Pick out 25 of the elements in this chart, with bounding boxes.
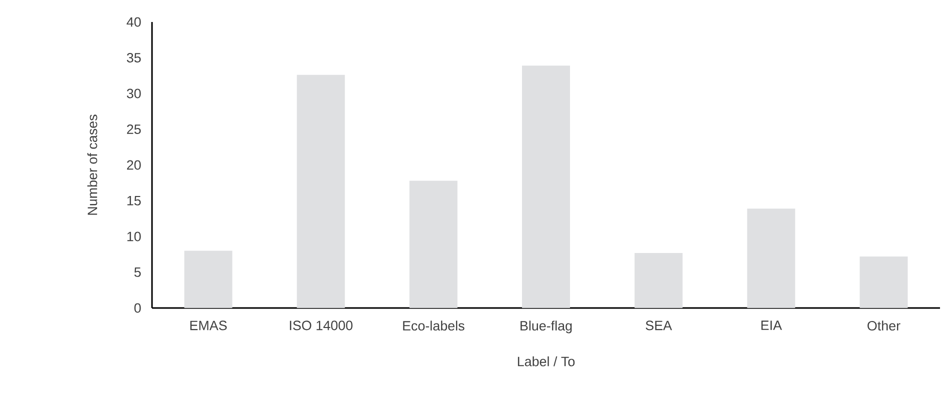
y-tick-label: 15: [127, 196, 141, 206]
x-tick-label: EMAS: [190, 320, 227, 330]
x-tick-label: EIA: [761, 320, 782, 330]
y-tick-label: 30: [126, 88, 141, 98]
bar: [296, 74, 345, 308]
bar: [522, 66, 570, 308]
x-tick-label: ISO 14000: [290, 320, 352, 330]
x-tick-label: Blue-flag: [520, 320, 572, 334]
bar: [634, 252, 683, 308]
y-tick-label: 40: [126, 17, 141, 27]
x-axis-title: Label / To: [518, 356, 575, 366]
bar: [747, 208, 796, 308]
y-tick-label: 35: [126, 52, 141, 63]
bar: [184, 250, 232, 308]
y-tick-label: 25: [127, 124, 141, 134]
y-tick-label: 20: [127, 160, 141, 170]
x-tick-label: Eco-labels: [403, 320, 464, 331]
y-tick-label: 10: [127, 232, 141, 242]
y-axis-title: Number of cases: [87, 114, 98, 215]
x-tick-label: Other: [868, 320, 900, 331]
bar: [409, 180, 458, 308]
y-tick-label: 0: [134, 303, 141, 313]
bar: [860, 256, 908, 308]
x-tick-label: SEA: [646, 320, 672, 330]
y-tick-label: 5: [134, 268, 141, 277]
